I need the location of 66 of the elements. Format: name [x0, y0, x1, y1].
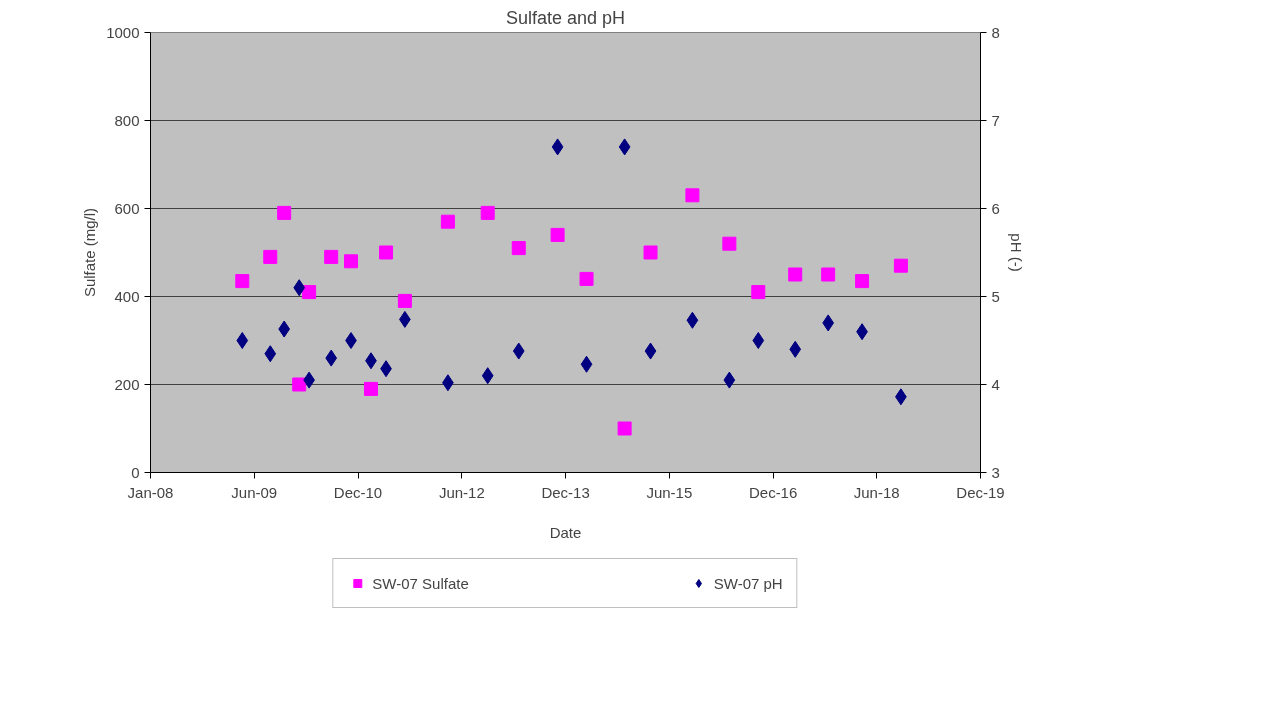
point	[324, 249, 339, 264]
point	[397, 293, 412, 308]
point	[751, 285, 766, 300]
point	[325, 349, 338, 367]
point	[440, 214, 455, 229]
point	[379, 245, 394, 260]
y-tick-label: 400	[114, 287, 140, 305]
y2-axis-title: pH (-)	[1007, 233, 1025, 272]
point	[550, 227, 565, 242]
point	[235, 274, 250, 289]
x-tick-label: Jun-09	[231, 483, 278, 501]
point	[722, 236, 737, 251]
point	[723, 371, 736, 389]
point	[788, 267, 803, 282]
x-tick-label: Jan-08	[127, 483, 174, 501]
point	[364, 381, 378, 396]
point	[277, 205, 292, 220]
point	[302, 285, 317, 300]
y2-tick-label: 6	[991, 199, 1000, 217]
y2-tick-label: 7	[991, 111, 1000, 129]
point	[512, 342, 525, 360]
x-tick-label: Jun-18	[853, 483, 900, 501]
legend-label: SW-07 pH	[713, 574, 783, 592]
legend-label: SW-07 Sulfate	[372, 574, 469, 592]
y2-tick-label: 8	[991, 23, 1000, 41]
point	[893, 258, 908, 273]
point	[618, 138, 631, 156]
x-tick-label: Dec-10	[333, 483, 383, 501]
x-tick-label: Dec-13	[541, 483, 590, 501]
point	[789, 340, 802, 358]
point	[481, 367, 494, 385]
point	[292, 377, 307, 392]
x-axis-title: Date	[549, 523, 582, 541]
point	[236, 332, 249, 349]
point	[855, 274, 870, 289]
point	[685, 188, 700, 203]
point	[345, 332, 357, 349]
y-axis-title: Sulfate (mg/l)	[81, 207, 99, 298]
point	[644, 342, 657, 360]
y2-tick-label: 4	[991, 375, 1000, 393]
y-tick-label: 0	[131, 463, 140, 481]
point	[480, 205, 495, 220]
chart-title: Sulfate and pH	[505, 7, 626, 28]
y2-tick-label: 5	[991, 287, 1000, 305]
x-tick-label: Jun-12	[438, 483, 485, 501]
point	[344, 254, 358, 269]
point	[580, 355, 593, 373]
y-tick-label: 600	[114, 199, 140, 217]
y-tick-label: 200	[114, 375, 140, 393]
y-tick-label: 800	[114, 111, 140, 129]
point	[511, 241, 526, 256]
point	[264, 345, 277, 363]
x-tick-label: Dec-16	[748, 483, 798, 501]
y2-tick-label: 3	[991, 463, 1000, 481]
x-tick-label: Jun-15	[646, 483, 693, 501]
point	[617, 421, 632, 436]
point	[551, 138, 564, 156]
point	[686, 311, 699, 329]
point	[821, 267, 836, 282]
point	[579, 271, 594, 286]
point	[263, 249, 278, 264]
y-tick-label: 1000	[106, 23, 140, 41]
x-tick-label: Dec-19	[956, 483, 1005, 501]
point	[643, 245, 658, 260]
point	[752, 332, 765, 349]
point	[293, 279, 306, 297]
